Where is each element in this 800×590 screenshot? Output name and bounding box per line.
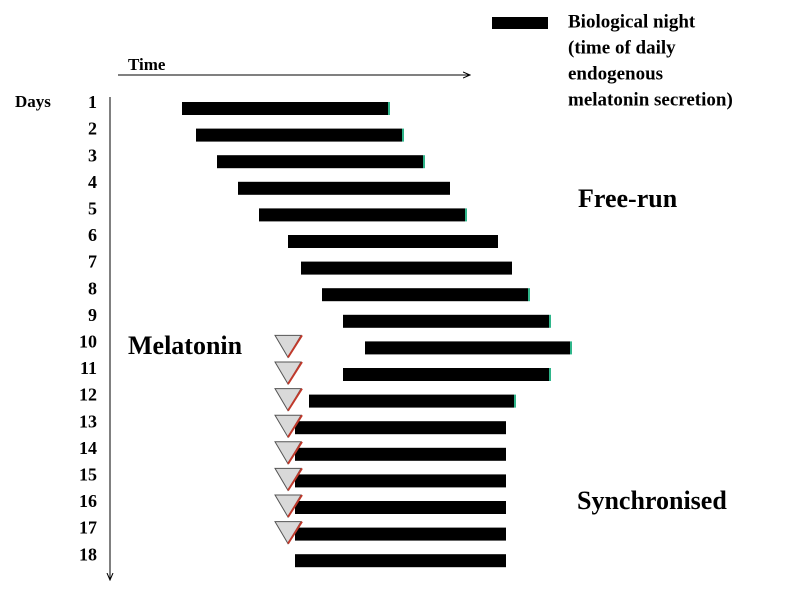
legend-label: melatonin secretion) bbox=[568, 89, 733, 110]
night-bar bbox=[365, 341, 570, 355]
day-label: 13 bbox=[79, 411, 97, 431]
melatonin-dose bbox=[274, 334, 302, 359]
night-bar bbox=[217, 155, 423, 169]
bar-tip bbox=[402, 128, 404, 142]
night-bar bbox=[295, 501, 506, 514]
night-bar bbox=[295, 554, 506, 568]
free-run-label: Free-run bbox=[578, 184, 678, 213]
night-bar bbox=[295, 474, 506, 488]
dose-slash bbox=[287, 388, 303, 412]
day-label: 15 bbox=[79, 465, 97, 485]
dose-slash bbox=[287, 441, 303, 465]
day-label: 2 bbox=[88, 119, 97, 139]
day-label: 11 bbox=[80, 358, 97, 378]
dose-slash bbox=[287, 361, 303, 385]
night-bar bbox=[295, 421, 506, 435]
bar-tip bbox=[549, 368, 551, 381]
day-label: 12 bbox=[79, 385, 97, 405]
day-label: 18 bbox=[79, 544, 97, 564]
days-label: Days bbox=[15, 92, 51, 111]
legend-label: Biological night bbox=[568, 11, 696, 32]
melatonin-label: Melatonin bbox=[128, 331, 243, 360]
night-bar bbox=[182, 102, 388, 115]
night-bar bbox=[343, 314, 549, 328]
legend-swatch bbox=[492, 17, 548, 29]
day-label: 7 bbox=[88, 252, 97, 272]
night-bar bbox=[295, 527, 506, 541]
dose-slash bbox=[287, 494, 303, 518]
day-label: 5 bbox=[88, 199, 97, 219]
night-bar bbox=[309, 394, 514, 408]
bar-tip bbox=[388, 102, 390, 115]
day-label: 6 bbox=[88, 225, 97, 245]
day-label: 1 bbox=[88, 92, 97, 112]
bar-tip bbox=[570, 341, 572, 355]
dose-slash bbox=[287, 334, 303, 358]
bar-tip bbox=[423, 155, 425, 169]
dose-slash bbox=[287, 467, 303, 491]
night-bar bbox=[301, 261, 512, 275]
bar-tip bbox=[528, 288, 530, 302]
legend-label: endogenous bbox=[568, 63, 663, 84]
bar-tip bbox=[465, 208, 467, 222]
synchronised-label: Synchronised bbox=[577, 486, 727, 515]
bar-tip bbox=[549, 314, 551, 328]
day-label: 10 bbox=[79, 332, 97, 352]
melatonin-dose bbox=[274, 361, 302, 385]
day-label: 4 bbox=[88, 172, 97, 192]
dose-slash bbox=[287, 521, 303, 545]
night-bar bbox=[238, 181, 450, 195]
bar-tip bbox=[514, 394, 516, 408]
night-bar bbox=[259, 208, 465, 222]
day-label: 8 bbox=[88, 278, 97, 298]
day-label: 9 bbox=[88, 305, 97, 325]
night-bar bbox=[295, 447, 506, 461]
time-label: Time bbox=[128, 55, 166, 74]
dose-slash bbox=[287, 414, 303, 438]
night-bar bbox=[322, 288, 528, 302]
day-label: 14 bbox=[79, 438, 97, 458]
day-label: 16 bbox=[79, 491, 97, 511]
night-bar bbox=[343, 368, 549, 381]
night-bar bbox=[196, 128, 402, 142]
night-bar bbox=[288, 235, 498, 248]
legend-label: (time of daily bbox=[568, 37, 676, 58]
day-label: 3 bbox=[88, 145, 97, 165]
day-label: 17 bbox=[79, 518, 97, 538]
melatonin-dose bbox=[274, 388, 302, 412]
